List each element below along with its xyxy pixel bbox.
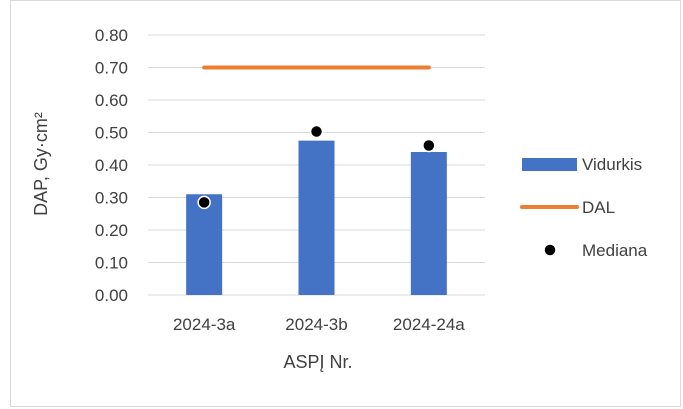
bars bbox=[186, 140, 447, 295]
median-markers bbox=[197, 124, 436, 210]
bar bbox=[410, 152, 447, 295]
legend-swatch-mediana bbox=[543, 243, 557, 257]
y-tick-label: 0.70 bbox=[95, 59, 128, 78]
x-tick-label: 2024-3b bbox=[285, 315, 347, 334]
x-axis-ticks: 2024-3a 2024-3b 2024-24a bbox=[173, 315, 465, 334]
median-marker bbox=[309, 124, 324, 139]
x-tick-label: 2024-24a bbox=[393, 315, 465, 334]
y-tick-label: 0.60 bbox=[95, 91, 128, 110]
y-tick-label: 0.80 bbox=[95, 26, 128, 45]
legend: Vidurkis DAL Mediana bbox=[520, 155, 648, 260]
y-tick-label: 0.50 bbox=[95, 124, 128, 143]
y-tick-label: 0.30 bbox=[95, 189, 128, 208]
y-tick-label: 0.00 bbox=[95, 286, 128, 305]
y-tick-label: 0.10 bbox=[95, 254, 128, 273]
legend-label-dal: DAL bbox=[582, 198, 615, 217]
x-tick-label: 2024-3a bbox=[173, 315, 236, 334]
y-tick-label: 0.40 bbox=[95, 156, 128, 175]
bar bbox=[186, 194, 223, 295]
legend-label-mediana: Mediana bbox=[582, 241, 648, 260]
legend-label-vidurkis: Vidurkis bbox=[582, 155, 642, 174]
y-axis-ticks: 0.00 0.10 0.20 0.30 0.40 0.50 0.60 0.70 0.80 bbox=[95, 26, 128, 305]
y-tick-label: 0.20 bbox=[95, 221, 128, 240]
median-marker bbox=[197, 195, 211, 210]
bar bbox=[298, 140, 335, 295]
y-axis-title: DAP, Gy·cm² bbox=[31, 112, 51, 216]
median-marker bbox=[422, 138, 436, 153]
legend-swatch-vidurkis bbox=[522, 158, 577, 171]
x-axis-title: ASPĮ Nr. bbox=[283, 352, 352, 372]
